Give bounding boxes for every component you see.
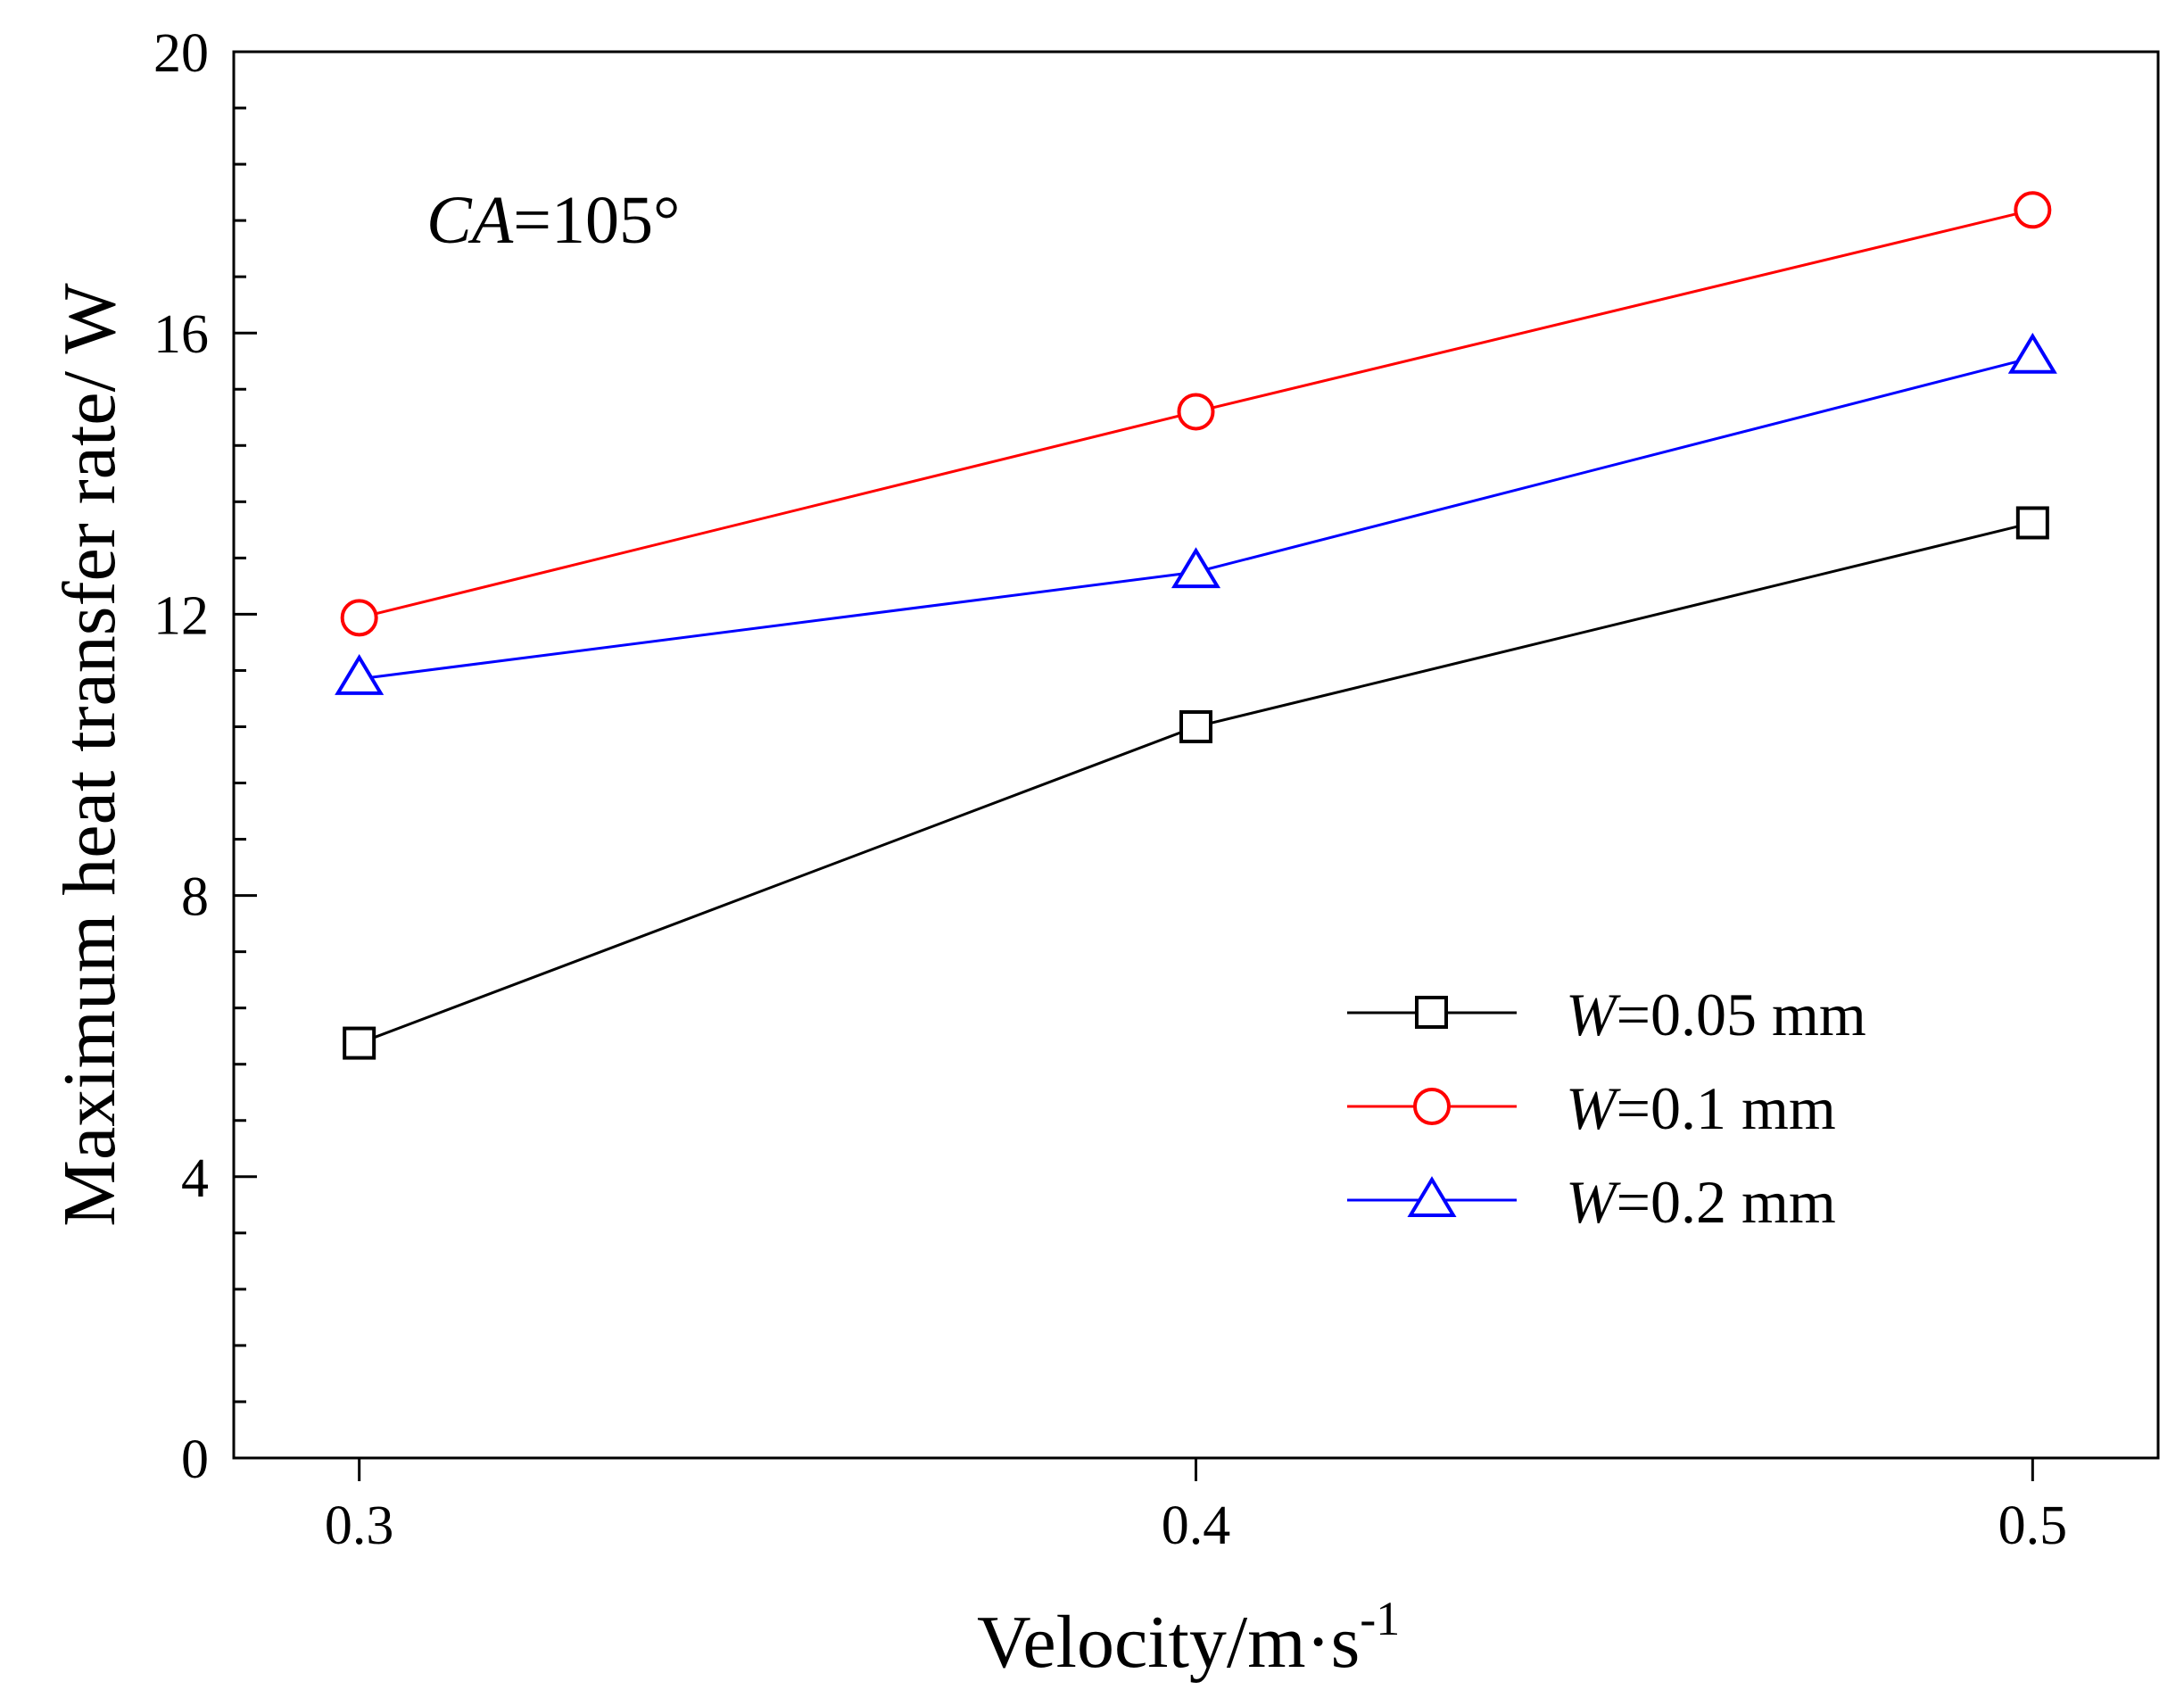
- annotation-ca: CA=105°: [426, 183, 680, 258]
- legend-label-w02: W=0.2 mm: [1566, 1168, 1836, 1236]
- y-major-ticks: 0 4 8 12 16 20: [153, 23, 257, 1490]
- x-tick-label: 0.3: [325, 1495, 394, 1556]
- y-tick-label: 20: [153, 23, 209, 84]
- plot-frame: [232, 50, 2160, 1460]
- data-point-circle: [340, 599, 378, 637]
- data-point-square: [1179, 709, 1212, 743]
- x-axis-label: Velocity/m·s-1: [977, 1592, 1400, 1684]
- data-point-square: [2015, 506, 2049, 540]
- x-ticks: 0.3 0.4 0.5: [325, 1458, 2067, 1556]
- y-tick-label: 12: [153, 585, 209, 646]
- legend: W=0.05 mm W=0.1 mm W=0.2 mm: [1347, 981, 1866, 1236]
- legend-entry-w02: W=0.2 mm: [1347, 1168, 1836, 1236]
- legend-marker-circle: [1413, 1088, 1451, 1125]
- annotation-ca-value: =105°: [513, 183, 680, 258]
- legend-marker-triangle: [1407, 1176, 1457, 1217]
- series-layer: [335, 191, 2057, 1060]
- y-tick-label: 4: [181, 1148, 209, 1209]
- y-axis-label: Maximum heat transfer rate/ W: [48, 283, 131, 1227]
- legend-entry-w01: W=0.1 mm: [1347, 1074, 1836, 1142]
- legend-label-w01: W=0.1 mm: [1566, 1074, 1836, 1142]
- y-tick-label: 16: [153, 304, 209, 365]
- x-tick-label: 0.5: [1998, 1495, 2068, 1556]
- data-point-square: [343, 1026, 376, 1060]
- y-minor-ticks: [234, 106, 246, 1404]
- data-point-triangle: [335, 654, 385, 695]
- y-tick-label: 8: [181, 867, 209, 928]
- data-point-circle: [1177, 393, 1215, 431]
- x-tick-label: 0.4: [1162, 1495, 1231, 1556]
- legend-entry-w005: W=0.05 mm: [1347, 981, 1866, 1048]
- annotation-ca-symbol: CA: [426, 183, 514, 258]
- data-point-triangle: [2007, 332, 2057, 374]
- x-axis-label-superscript: -1: [1360, 1592, 1400, 1645]
- data-point-triangle: [1171, 547, 1221, 589]
- legend-marker-square: [1415, 996, 1448, 1029]
- legend-label-w005: W=0.05 mm: [1566, 981, 1866, 1048]
- y-tick-label: 0: [181, 1429, 209, 1490]
- data-point-circle: [2014, 191, 2052, 229]
